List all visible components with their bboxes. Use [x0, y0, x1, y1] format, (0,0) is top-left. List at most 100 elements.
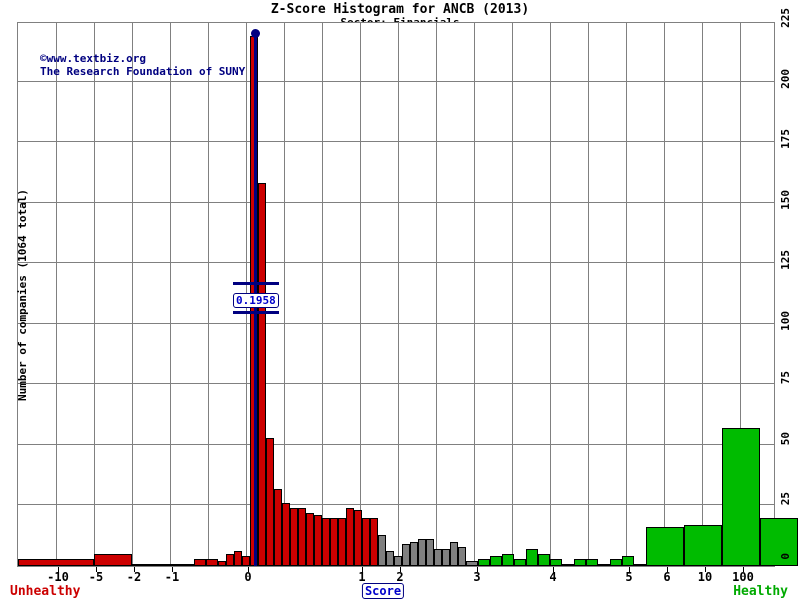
x-axis-tick-label: 6: [663, 570, 671, 584]
histogram-bar: [234, 551, 242, 566]
histogram-bar: [330, 517, 338, 566]
histogram-bar: [266, 437, 274, 566]
y-axis-title: Number of companies (1064 total): [16, 188, 29, 401]
histogram-bar: [322, 517, 330, 566]
gridline-vertical: [474, 23, 475, 566]
unhealthy-caption: Unhealthy: [10, 584, 81, 599]
gridline-vertical: [550, 23, 551, 566]
histogram-bar: [646, 527, 684, 566]
histogram-bar: [634, 563, 646, 566]
marker-bracket-top: [233, 282, 279, 286]
histogram-bar: [258, 183, 266, 566]
histogram-bar: [574, 558, 586, 566]
gridline-horizontal: [18, 141, 774, 143]
gridline-vertical: [740, 23, 741, 566]
x-axis-tick-mark: [96, 567, 97, 572]
x-axis-tick-mark: [705, 567, 706, 572]
histogram-bar: [94, 553, 132, 566]
gridline-vertical: [512, 23, 513, 566]
x-axis-tick-label: 4: [549, 570, 557, 584]
gridline-vertical: [702, 23, 703, 566]
histogram-bar: [466, 561, 478, 566]
x-axis-tick-mark: [553, 567, 554, 572]
histogram-bar: [490, 556, 502, 566]
gridline-horizontal: [18, 504, 774, 506]
gridline-vertical: [664, 23, 665, 566]
histogram-bar: [550, 558, 562, 566]
gridline-vertical: [588, 23, 589, 566]
chart-title: Z-Score Histogram for ANCB (2013): [270, 2, 530, 17]
gridline-vertical: [170, 23, 171, 566]
histogram-bar: [362, 517, 370, 566]
x-axis-tick-label: -2: [126, 570, 142, 584]
marker-value-label: 0.1958: [233, 292, 279, 308]
gridline-vertical: [94, 23, 95, 566]
watermark: ©www.textbiz.org The Research Foundation…: [40, 52, 246, 78]
x-axis-tick-label: 2: [396, 570, 404, 584]
gridline-horizontal: [18, 201, 774, 203]
histogram-bar: [182, 563, 194, 566]
histogram-bar: [386, 551, 394, 566]
gridline-horizontal: [18, 322, 774, 324]
histogram-bar: [418, 539, 426, 566]
y-axis-tick-label: 225: [779, 8, 792, 28]
histogram-bar: [170, 563, 182, 566]
histogram-bar: [370, 517, 378, 566]
x-axis-tick-mark: [667, 567, 668, 572]
histogram-bar: [306, 512, 314, 566]
histogram-bar: [610, 558, 622, 566]
gridline-vertical: [436, 23, 437, 566]
gridline-horizontal: [18, 80, 774, 82]
histogram-bar: [722, 427, 760, 566]
gridline-vertical: [360, 23, 361, 566]
histogram-bar: [450, 541, 458, 566]
histogram-bar: [442, 549, 450, 566]
x-axis-tick-label: 5: [625, 570, 633, 584]
y-axis-tick-label: 125: [779, 250, 792, 271]
histogram-bar: [434, 549, 442, 566]
histogram-bar: [18, 558, 94, 566]
histogram-bar: [274, 488, 282, 566]
histogram-bar: [314, 515, 322, 566]
histogram-bar: [410, 541, 418, 566]
gridline-horizontal: [18, 443, 774, 445]
gridline-vertical: [284, 23, 285, 566]
histogram-bar: [298, 507, 306, 566]
marker-dot-icon: [251, 28, 260, 38]
y-axis-tick-label: 100: [779, 310, 792, 331]
y-axis-tick-label: 200: [779, 68, 792, 89]
histogram-bar: [760, 517, 798, 566]
x-axis-tick-label: 1: [358, 570, 366, 584]
y-axis-tick-label: 75: [779, 371, 792, 385]
histogram-bar: [194, 558, 206, 566]
x-axis-tick-mark: [248, 567, 249, 572]
x-axis-tick-mark: [58, 567, 59, 572]
x-axis-tick-mark: [362, 567, 363, 572]
x-axis-tick-mark: [400, 567, 401, 572]
y-axis-tick-label: 50: [779, 431, 792, 446]
histogram-bar: [586, 558, 598, 566]
score-axis-label: Score: [361, 583, 405, 599]
histogram-bar: [338, 517, 346, 566]
histogram-bar: [562, 563, 574, 566]
gridline-horizontal: [18, 262, 774, 264]
histogram-bar: [242, 556, 250, 566]
histogram-bar: [394, 556, 402, 566]
histogram-bar: [206, 558, 218, 566]
histogram-bar: [478, 558, 490, 566]
plot-area: 0.1958 ©www.textbiz.org The Research Fou…: [16, 22, 798, 567]
x-axis-tick-mark: [477, 567, 478, 572]
y-axis-tick-label: 175: [779, 129, 792, 149]
histogram-bar: [354, 510, 362, 566]
x-axis-tick-label: 100: [732, 570, 754, 584]
x-axis-tick-label: -10: [47, 570, 69, 584]
histogram-bar: [290, 507, 298, 566]
histogram-bar: [218, 561, 226, 566]
histogram-bar: [226, 553, 234, 566]
histogram-bar: [346, 507, 354, 566]
y-axis-tick-label: 150: [779, 189, 792, 210]
histogram-bar: [282, 503, 290, 566]
histogram-bar: [538, 553, 550, 566]
x-axis-tick-label: 10: [697, 570, 713, 584]
